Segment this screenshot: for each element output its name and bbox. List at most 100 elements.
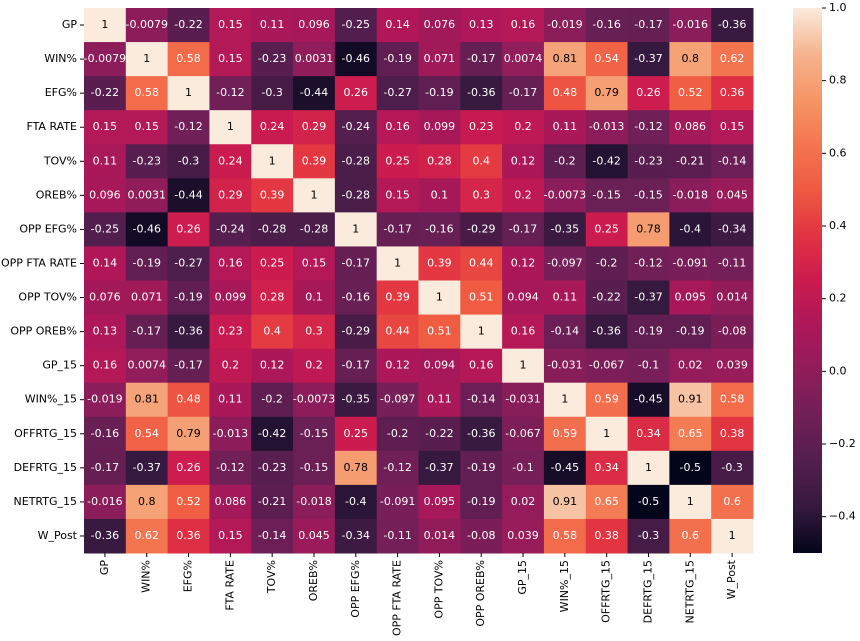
heatmap-cell [293,144,336,179]
cell-label: -0.22 [91,86,119,99]
heatmap-cell [543,280,587,316]
heatmap-cell [334,178,378,213]
heatmap-cell [209,110,252,145]
y-tick-label: OPP EFG% [19,222,77,235]
heatmap-cell [293,246,336,281]
heatmap-cell [125,178,169,213]
heatmap-cell [167,450,210,486]
cell-label: -0.016 [87,495,122,508]
heatmap-cell [418,76,461,111]
heatmap-cell [460,348,503,384]
cell-label: 0.11 [427,393,452,406]
cell-label: 0.24 [260,120,285,133]
heatmap-cell [167,76,210,111]
heatmap-cell [627,110,670,145]
heatmap-cell [334,348,378,384]
heatmap-cell [251,178,294,213]
x-tick-label: OPP TOV% [432,560,445,619]
y-tick-label: EFG% [45,86,77,99]
heatmap-cell [460,416,503,452]
heatmap-cell [711,178,754,213]
cell-label: 0.58 [553,529,578,542]
cell-label: -0.1 [638,359,659,372]
cell-label: -0.067 [505,427,540,440]
cell-label: 1 [645,461,652,474]
heatmap-cell [669,518,712,554]
heatmap-cell [585,76,629,111]
heatmap-cell [293,484,336,520]
x-tick-label: WIN% [140,560,153,593]
heatmap-cell [585,416,629,452]
heatmap-cell [125,416,169,452]
y-tick-label: W_Post [38,529,78,542]
heatmap-cell [543,450,587,486]
cell-label: 0.086 [675,120,707,133]
heatmap-cell [84,382,127,418]
heatmap-cell [669,450,712,486]
cell-label: 1 [436,291,443,304]
heatmap-cell [125,348,169,384]
x-tick-label: GP_15 [516,560,529,595]
heatmap-cell [627,212,670,247]
cell-label: -0.19 [634,325,662,338]
heatmap-cell [209,348,252,384]
cell-label: -0.28 [342,154,370,167]
heatmap-cell [460,42,503,77]
cell-label: -0.14 [467,393,495,406]
heatmap-cell [251,416,294,452]
cell-label: -0.22 [425,427,453,440]
cell-label: -0.031 [505,393,540,406]
heatmap-cell [209,42,252,77]
heatmap-cell [293,42,336,77]
cell-label: 0.15 [385,188,410,201]
heatmap-cell [543,416,587,452]
cell-label: -0.2 [387,427,408,440]
heatmap-cell [502,42,545,77]
heatmap-cell [84,144,127,179]
heatmap-cell [585,42,629,77]
cell-label: 0.15 [302,256,327,269]
heatmap-cell [711,76,754,111]
cell-label: -0.031 [547,359,582,372]
heatmap-cell [293,518,336,554]
heatmap-cell [418,8,461,43]
cell-label: 0.02 [511,495,536,508]
heatmap-cell [543,348,587,384]
cell-label: 0.039 [507,529,539,542]
cell-label: 0.34 [636,427,661,440]
heatmap-cell [125,280,169,316]
heatmap-cell [376,348,419,384]
cell-label: 0.25 [385,154,410,167]
cell-label: -0.2 [596,256,617,269]
cell-label: -0.2 [554,154,575,167]
x-tick-label: WIN%_15 [558,560,571,612]
cell-label: 0.91 [678,393,703,406]
heatmap-cell [627,382,670,418]
heatmap-cell [293,212,336,247]
cell-label: 0.094 [507,291,539,304]
cell-label: 0.52 [176,495,201,508]
cell-label: 0.2 [305,359,323,372]
cell-label: -0.37 [425,461,453,474]
heatmap-cell [84,212,127,247]
y-tick-label: TOV% [43,154,77,167]
cell-label: -0.37 [634,52,662,65]
cell-label: -0.17 [342,359,370,372]
heatmap-cell [585,348,629,384]
cell-label: -0.013 [213,427,248,440]
cell-label: 0.6 [682,529,700,542]
cell-label: 0.014 [424,529,456,542]
cell-label: 0.071 [424,52,456,65]
heatmap-cell [167,178,210,213]
heatmap-cell [125,484,169,520]
heatmap-cell [585,246,629,281]
cell-label: 0.65 [678,427,703,440]
heatmap-cell [334,314,378,350]
heatmap-cell [125,518,169,554]
cell-label: 0.81 [134,393,159,406]
heatmap-cell [627,484,670,520]
heatmap-cell [627,246,670,281]
heatmap-cell [209,280,252,316]
cell-label: 0.12 [385,359,410,372]
heatmap-cell [669,178,712,213]
